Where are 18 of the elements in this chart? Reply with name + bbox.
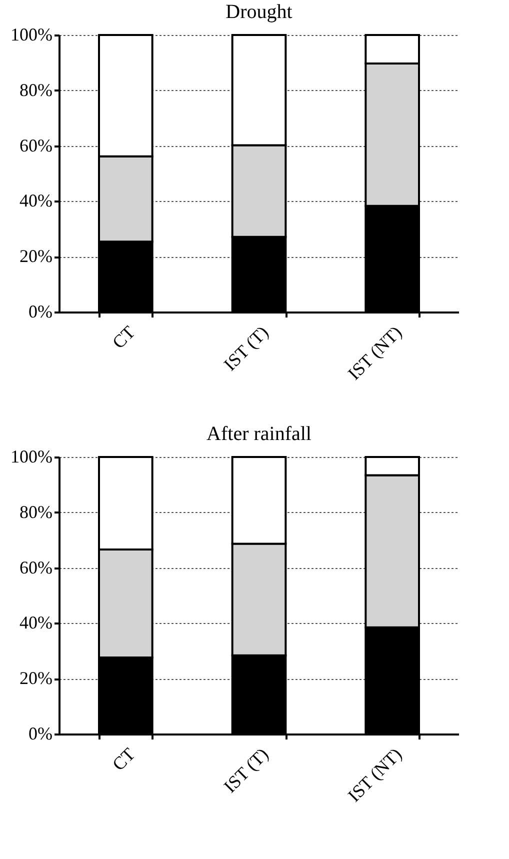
y-tick-label: 20% (20, 668, 52, 688)
y-tick-label: 100% (10, 24, 52, 44)
x-tick-label: IST (T) (220, 322, 272, 375)
y-tick-label: 100% (10, 446, 52, 466)
y-tick-label: 60% (20, 135, 52, 156)
x-tick-label: CT (108, 744, 139, 774)
y-tick-label: 0% (28, 724, 52, 744)
chart-title: Drought (226, 1, 293, 23)
y-tick-label: 80% (20, 502, 52, 522)
y-tick-label: 40% (20, 190, 52, 211)
chart-title: After rainfall (206, 423, 312, 445)
y-tick-label: 80% (20, 80, 52, 100)
y-tick-label: 60% (20, 557, 52, 578)
x-tick-label: IST (T) (220, 744, 272, 797)
y-tick-label: 20% (20, 246, 52, 266)
y-tick-label: 0% (28, 302, 52, 322)
x-tick-label: CT (108, 322, 139, 352)
y-tick-label: 40% (20, 612, 52, 633)
